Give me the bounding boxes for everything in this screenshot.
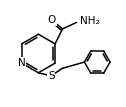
Text: O: O [48,15,56,25]
Text: N: N [18,58,26,68]
Text: NH₂: NH₂ [80,16,100,26]
Text: S: S [48,71,55,81]
